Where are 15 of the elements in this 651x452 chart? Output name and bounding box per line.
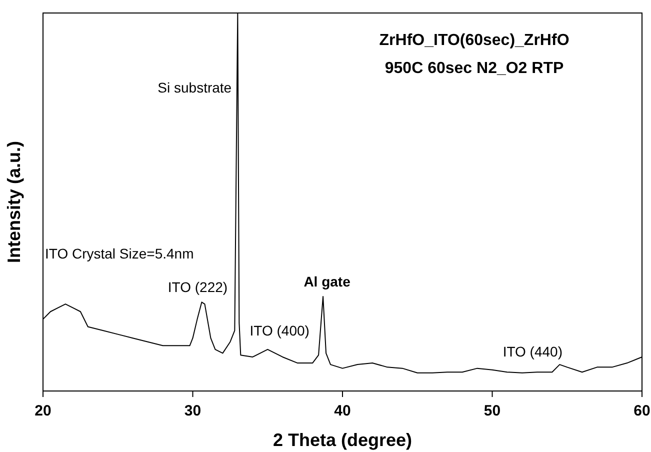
x-tick-label: 20 — [34, 402, 52, 420]
x-tick-label: 50 — [484, 402, 501, 420]
annotation: ITO Crystal Size=5.4nm — [45, 246, 194, 262]
annotation: Al gate — [304, 274, 351, 290]
annotation: ITO (222) — [168, 279, 228, 296]
annotation: ITO (440) — [502, 343, 563, 360]
x-tick-label: 30 — [184, 402, 202, 420]
annotation: ITO (400) — [250, 322, 310, 338]
x-tick-label: 40 — [334, 402, 351, 420]
text: 950C 60sec N2_O2 RTP — [384, 60, 564, 77]
text: ZrHfO_ITO(60sec)_ZrHfO — [379, 32, 570, 49]
x-axis-title: 2 Theta (degree) — [272, 430, 412, 450]
annotation: Si substrate — [158, 79, 232, 96]
x-tick-label: 60 — [634, 402, 650, 420]
y-axis-title: Intensity (a.u.) — [4, 140, 24, 264]
